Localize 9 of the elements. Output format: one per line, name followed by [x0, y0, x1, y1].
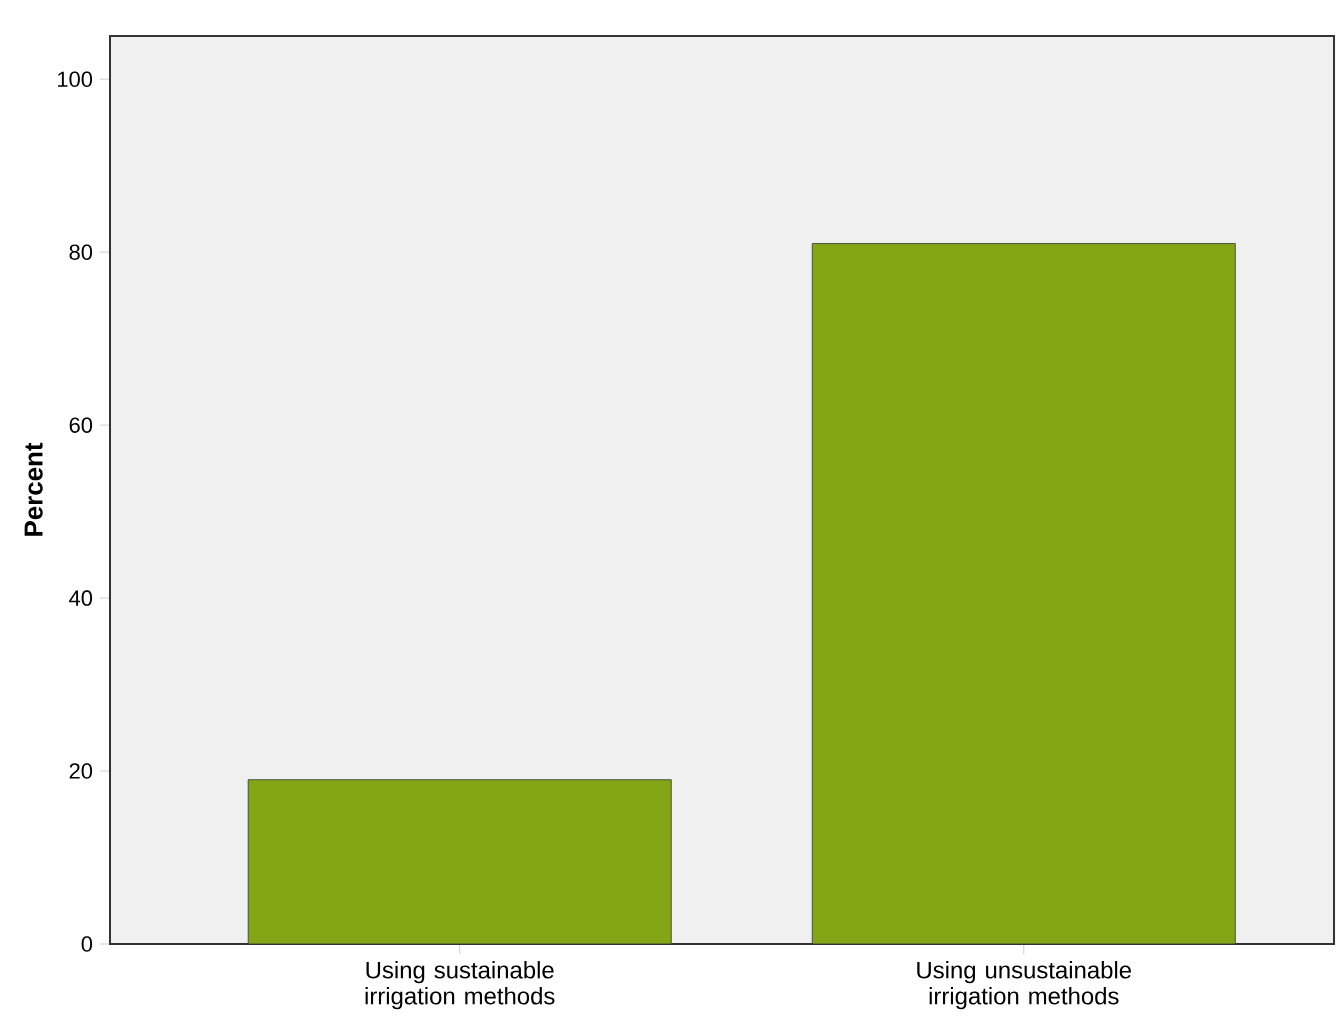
- y-tick-label: 80: [69, 244, 93, 260]
- x-tick-label: Using unsustainable irrigation methods: [917, 961, 1131, 1010]
- y-axis-title: Percent: [24, 442, 43, 536]
- y-tick-label: 60: [69, 417, 93, 433]
- y-tick-label: 40: [69, 590, 93, 606]
- y-tick-label: 0: [81, 936, 93, 952]
- x-tick-label: Using sustainable irrigation methods: [365, 961, 555, 1010]
- y-tick-label: 100: [58, 71, 93, 87]
- y-tick-label: 20: [69, 763, 93, 779]
